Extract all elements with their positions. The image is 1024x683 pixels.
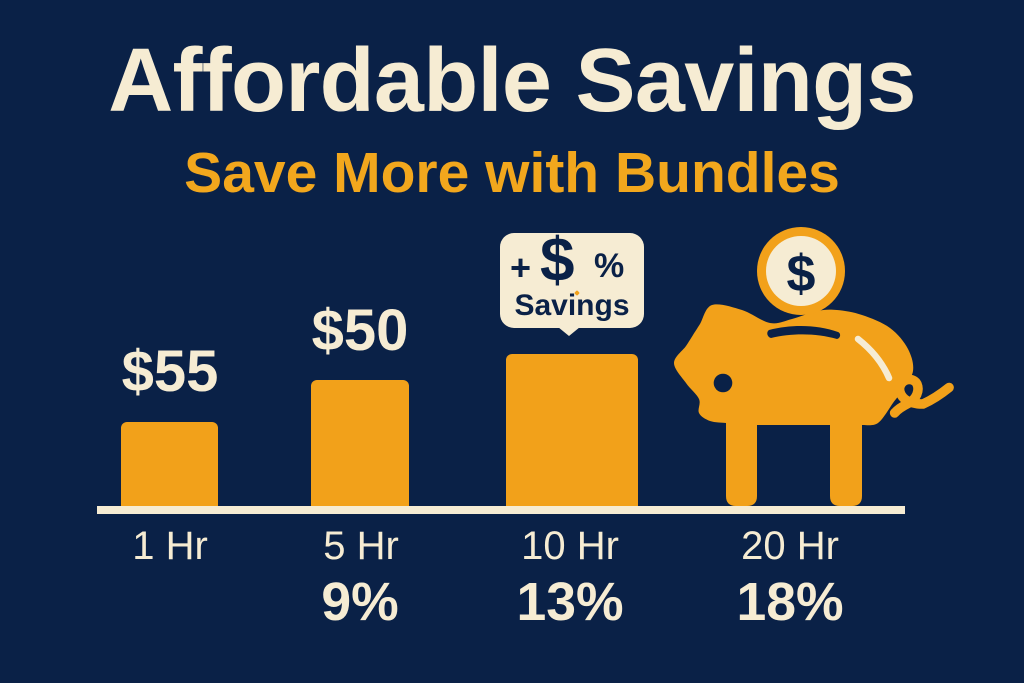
svg-text:$: $ — [787, 245, 816, 303]
